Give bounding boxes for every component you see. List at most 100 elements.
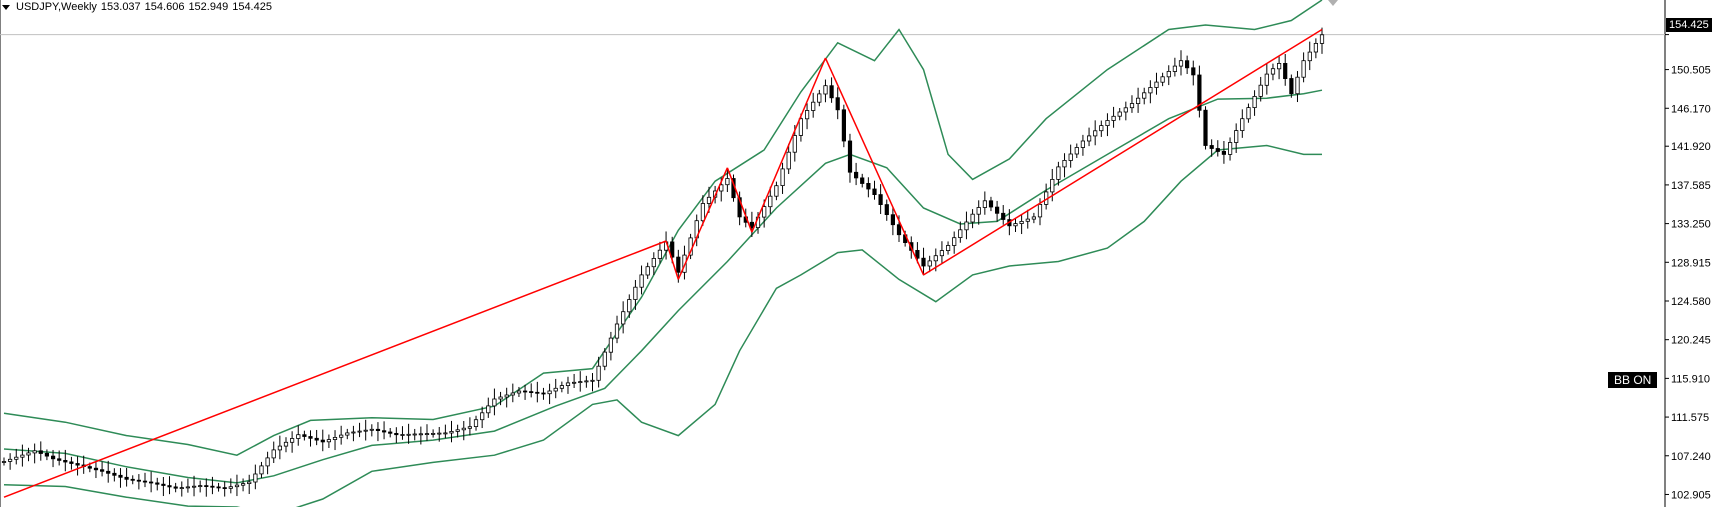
scroll-shift-marker-icon [1328, 0, 1338, 6]
candle-body [854, 171, 859, 179]
candle-body [265, 457, 270, 467]
bollinger-lower-band [3, 144, 1322, 507]
candle-body [1228, 142, 1233, 155]
candle-body [676, 256, 681, 273]
candle-body [896, 224, 902, 236]
pattern-trend-line [824, 57, 925, 276]
candle-body [1050, 178, 1055, 193]
candle-body [1191, 67, 1196, 76]
y-tick-label: 146.170 [1671, 103, 1711, 115]
y-tick-label: 120.245 [1671, 335, 1711, 347]
candle-body [1283, 63, 1288, 80]
candle-body [339, 434, 344, 438]
candle-body [142, 480, 148, 483]
candle-body [51, 455, 56, 460]
candle-body [1246, 107, 1251, 120]
candle-body [32, 450, 37, 454]
candle-body [204, 485, 209, 488]
candle-body [1209, 145, 1214, 149]
candle-body [1313, 43, 1318, 53]
candle-body [418, 433, 424, 436]
candle-body [541, 392, 546, 395]
candle-body [173, 486, 178, 489]
candle-body [645, 266, 650, 276]
candle-body [314, 437, 319, 441]
y-tick-label: 102.905 [1671, 489, 1711, 501]
candle-body [277, 445, 283, 451]
bollinger-middle-band [3, 89, 1323, 484]
candle-body [26, 452, 31, 456]
candle-body [118, 474, 123, 478]
candle-body [216, 486, 221, 489]
chart-header: USDJPY,Weekly 153.037 154.606 152.949 15… [2, 1, 272, 13]
candle-body [860, 177, 865, 184]
candle-body [1289, 78, 1294, 95]
candle-body [670, 241, 675, 258]
candle-body [927, 260, 932, 267]
candle-body [1277, 63, 1282, 70]
candle-body [1307, 51, 1312, 62]
candle-body [1037, 203, 1043, 218]
y-tick-label: 111.575 [1671, 412, 1709, 424]
candle-body [958, 229, 963, 239]
pattern-trend-line [751, 57, 827, 233]
candle-body [1087, 135, 1092, 142]
candle-body [363, 429, 368, 432]
candle-body [1172, 65, 1177, 72]
candle-body [952, 237, 957, 246]
candle-body [1178, 60, 1184, 67]
candle-body [559, 385, 565, 389]
y-tick-label: 150.505 [1671, 65, 1711, 77]
candle-body [406, 433, 411, 436]
candle-body [1031, 216, 1036, 220]
dropdown-triangle-icon[interactable] [2, 4, 10, 10]
candle-body [608, 337, 614, 353]
open-value: 153.037 [100, 1, 141, 13]
candle-body [565, 382, 571, 386]
candle-body [1148, 87, 1153, 94]
candle-body [516, 390, 522, 394]
candle-body [1117, 111, 1122, 117]
candle-body [430, 432, 436, 435]
current-price-tag: 154.425 [1666, 18, 1712, 32]
candle-body [510, 392, 515, 396]
candle-body [1215, 148, 1220, 152]
bb-on-badge[interactable]: BB ON [1608, 372, 1658, 388]
candle-body [547, 390, 552, 395]
candle-body [1136, 97, 1141, 104]
candle-body [878, 194, 883, 206]
candle-body [1301, 60, 1306, 78]
candle-body [1129, 103, 1135, 109]
candle-body [461, 427, 466, 431]
candle-body [1142, 92, 1147, 99]
high-value: 154.606 [144, 1, 185, 13]
candle-body [1319, 34, 1325, 44]
candle-body [964, 221, 969, 231]
candle-body [345, 432, 350, 436]
symbol-label: USDJPY,Weekly [16, 1, 97, 13]
candle-body [375, 428, 381, 431]
candle-body [357, 430, 362, 433]
candle-body [449, 430, 454, 434]
candle-body [786, 151, 791, 170]
candle-body [1019, 220, 1024, 224]
candle-body [792, 135, 797, 153]
candle-body [1252, 96, 1257, 109]
candle-body [87, 466, 92, 469]
candle-body [1185, 60, 1190, 69]
candle-body [351, 431, 356, 434]
candle-body [1080, 140, 1085, 148]
candle-body [271, 449, 276, 459]
candle-body [1068, 153, 1073, 161]
candle-body [921, 257, 926, 267]
candle-body [1056, 166, 1061, 180]
y-tick-label: 124.580 [1671, 296, 1711, 308]
candle-body [1221, 150, 1226, 155]
candle-body [535, 391, 540, 394]
candle-body [1074, 147, 1079, 155]
candle-body [529, 391, 534, 394]
candle-body [504, 394, 509, 398]
candle-body [228, 486, 233, 489]
candle-body [780, 168, 785, 186]
